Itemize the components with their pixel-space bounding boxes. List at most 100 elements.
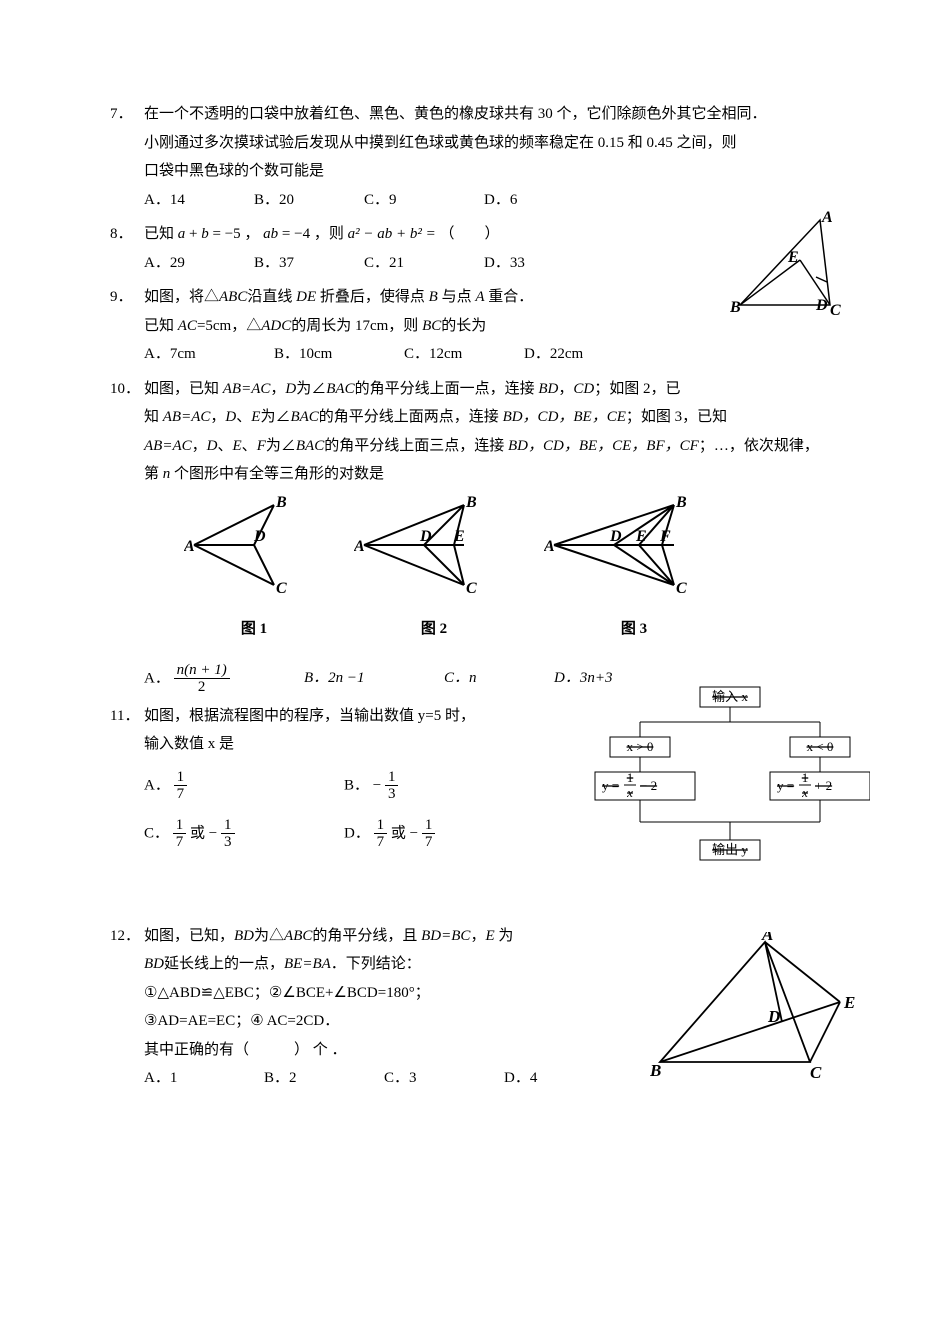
q8-expr3: a² − ab + b² = xyxy=(348,226,440,242)
t: 1 xyxy=(374,817,388,835)
q10-l4: 第 n 个图形中有全等三角形的对数是 xyxy=(144,460,840,489)
q10-fig2: A B C D E xyxy=(354,495,514,605)
t: D xyxy=(207,438,218,454)
q11-number: 11． xyxy=(110,702,144,902)
t: 延长线上的一点， xyxy=(164,956,284,972)
t: ， xyxy=(210,409,225,425)
lblB: B xyxy=(675,495,687,511)
lblD: D xyxy=(609,528,622,545)
t: 的长为 xyxy=(441,318,486,334)
lblC: C xyxy=(676,580,687,597)
t: BD xyxy=(144,956,164,972)
t: 1 xyxy=(221,817,235,835)
question-11: 11． 如图，根据流程图中的程序，当输出数值 y=5 时， 输入数值 x 是 A… xyxy=(110,702,840,902)
t: C． xyxy=(144,825,169,841)
t: D xyxy=(285,381,296,397)
question-12: 12． 如图，已知，BD为△ABC的角平分线，且 BD=BC，E 为 BD延长线… xyxy=(110,922,840,1093)
t: AC xyxy=(178,318,197,334)
t: BAC xyxy=(326,381,354,397)
q8-opt-a: A．29 xyxy=(144,249,254,278)
t: ， xyxy=(558,381,573,397)
lblB: B xyxy=(275,495,287,511)
q8-tail: （ ） xyxy=(439,226,499,242)
q8-opt-b: B．37 xyxy=(254,249,364,278)
q12-figure: A B C D E xyxy=(650,932,860,1082)
question-9: 9． 如图，将△ABC沿直线 DE 折叠后，使得点 B 与点 A 重合． 已知 … xyxy=(110,283,840,369)
t: BD=BC xyxy=(421,928,470,944)
q11-opt-a: A． 17 xyxy=(144,769,344,803)
t: 或 xyxy=(190,825,209,841)
q11-opt-c: C． 17 或 − 13 xyxy=(144,817,344,851)
q10-opt-a: A． n(n + 1)2 xyxy=(144,662,304,696)
t: 7 xyxy=(374,834,388,851)
q10-cap3: 图 3 xyxy=(544,615,724,644)
t: AB=AC xyxy=(223,381,271,397)
q11-body: 如图，根据流程图中的程序，当输出数值 y=5 时， 输入数值 x 是 A． 17… xyxy=(144,702,840,902)
t: − 2 xyxy=(640,778,657,793)
t: 已知 xyxy=(144,318,178,334)
t: 7 xyxy=(422,834,436,851)
t: 为∠ xyxy=(266,438,296,454)
t: 沿直线 xyxy=(247,289,296,305)
t: − xyxy=(373,777,381,793)
t: CD xyxy=(573,381,594,397)
q12-body: 如图，已知，BD为△ABC的角平分线，且 BD=BC，E 为 BD延长线上的一点… xyxy=(144,922,840,1093)
q9-opt-a: A．7cm xyxy=(144,340,274,369)
q9-line2: 已知 AC=5cm，△ADC的周长为 17cm，则 BC的长为 xyxy=(144,312,840,341)
t: A． xyxy=(144,777,170,793)
q10-fig1: A B C D xyxy=(184,495,324,605)
t: x xyxy=(626,785,633,800)
t: E xyxy=(485,928,494,944)
t: 折叠后，使得点 xyxy=(316,289,429,305)
q12-l3: ①△ABD≌△EBC；②∠BCE+∠BCD=180°； xyxy=(144,979,564,1008)
t: 的角平分线，且 xyxy=(312,928,421,944)
q8-lead: 已知 xyxy=(144,226,178,242)
t: ABC xyxy=(219,289,247,305)
t: A xyxy=(475,289,484,305)
t: BD，CD，BE，CE xyxy=(503,409,626,425)
t: B xyxy=(429,289,438,305)
t: ；如图 3，已知 xyxy=(626,409,727,425)
t: 重合． xyxy=(485,289,534,305)
t: 1 xyxy=(802,770,809,785)
q8-opt-c: C．21 xyxy=(364,249,484,278)
t: ， xyxy=(192,438,207,454)
q9-opt-d: D．22cm xyxy=(524,340,583,369)
flow-c1: x > 0 xyxy=(627,739,654,754)
lblA: A xyxy=(761,932,773,944)
t: ABC xyxy=(284,928,312,944)
q7-line2: 小刚通过多次摸球试验后发现从中摸到红色球或黄色球的频率稳定在 0.15 和 0.… xyxy=(144,129,840,158)
t: 与点 xyxy=(438,289,476,305)
t: 1 xyxy=(385,769,399,787)
t: y = xyxy=(602,778,619,793)
t: + 2 xyxy=(815,778,832,793)
t: 如图，已知， xyxy=(144,928,234,944)
t: − xyxy=(209,825,217,841)
t: 、 xyxy=(242,438,257,454)
q10-fig3: A B C D E F xyxy=(544,495,724,605)
t: 知 xyxy=(144,409,163,425)
lblA: A xyxy=(184,538,195,555)
q12-l2: BD延长线上的一点，BE=BA．下列结论： xyxy=(144,950,564,979)
t: y = xyxy=(777,778,794,793)
q8-opt-d: D．33 xyxy=(484,249,525,278)
t: 1 xyxy=(174,769,188,787)
question-10: 10． 如图，已知 AB=AC，D为∠BAC的角平分线上面一点，连接 BD，CD… xyxy=(110,375,840,696)
q7-opt-b: B．20 xyxy=(254,186,364,215)
q12-l1: 如图，已知，BD为△ABC的角平分线，且 BD=BC，E 为 xyxy=(144,922,564,951)
q9-body: 如图，将△ABC沿直线 DE 折叠后，使得点 B 与点 A 重合． 已知 AC=… xyxy=(144,283,840,369)
t: 1 xyxy=(422,817,436,835)
t: 、 xyxy=(236,409,251,425)
q12-opt-b: B．2 xyxy=(264,1064,384,1093)
lblE: E xyxy=(635,528,647,545)
q10-l1: 如图，已知 AB=AC，D为∠BAC的角平分线上面一点，连接 BD，CD；如图 … xyxy=(144,375,840,404)
question-8: 8． 已知 a + b = −5 ， ab = −4 ，则 a² − ab + … xyxy=(110,220,840,277)
q9-options: A．7cm B．10cm C．12cm D．22cm xyxy=(144,340,840,369)
q10-figures: A B C D 图 1 A B C D xyxy=(184,495,840,644)
q10-opt-c: C．n xyxy=(444,664,554,693)
q12-l4: ③AD=AE=EC；④ AC=2CD． xyxy=(144,1007,564,1036)
t: 或 xyxy=(391,825,410,841)
t: DE xyxy=(296,289,316,305)
q11-flowchart: 输入 x x > 0 x < 0 输出 y y = 1 x − 2 y = 1 … xyxy=(590,682,870,892)
t: BD，CD，BE，CE，BF，CF xyxy=(508,438,699,454)
